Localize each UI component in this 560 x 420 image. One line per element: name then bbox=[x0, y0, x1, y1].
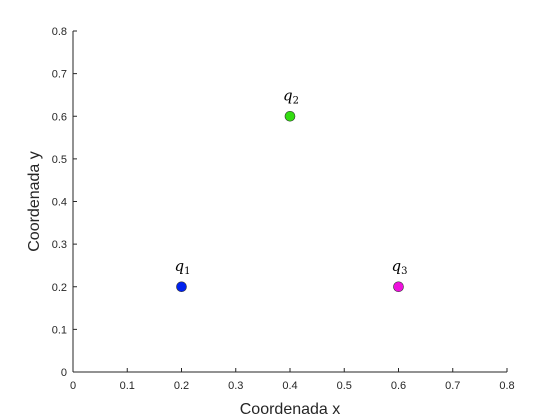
point-q2 bbox=[284, 110, 296, 122]
y-ticks: 0 0.1 0.2 0.3 0.4 0.5 0.6 0.7 0.8 bbox=[52, 26, 77, 379]
point-label-subscript: 3 bbox=[401, 266, 407, 277]
x-ticks: 0 0.1 0.2 0.3 0.4 0.5 0.6 0.7 0.8 bbox=[70, 368, 515, 392]
y-tick-label: 0.7 bbox=[52, 69, 67, 81]
x-axis: 0 0.1 0.2 0.3 0.4 0.5 0.6 0.7 0.8 bbox=[70, 368, 515, 392]
y-tick-label: 0.1 bbox=[52, 324, 67, 336]
x-tick-label: 0.7 bbox=[445, 380, 460, 392]
point-label-subscript: 1 bbox=[184, 266, 190, 277]
y-tick-label: 0.6 bbox=[52, 111, 67, 123]
y-axis: 0 0.1 0.2 0.3 0.4 0.5 0.6 0.7 0.8 bbox=[52, 26, 77, 379]
x-tick-label: 0.1 bbox=[120, 380, 135, 392]
y-tick-label: 0.2 bbox=[52, 282, 67, 294]
x-tick-label: 0.3 bbox=[228, 380, 243, 392]
x-tick-label: 0.6 bbox=[391, 380, 406, 392]
point-label-base: q bbox=[175, 257, 185, 275]
point-label-q3: q3 bbox=[392, 257, 408, 277]
x-tick-label: 0.5 bbox=[337, 380, 352, 392]
x-tick-label: 0 bbox=[70, 380, 76, 392]
point-label-subscript: 2 bbox=[293, 95, 299, 106]
y-tick-label: 0.3 bbox=[52, 239, 67, 251]
x-axis-label: Coordenada x bbox=[240, 401, 341, 418]
x-tick-label: 0.2 bbox=[174, 380, 189, 392]
y-tick-label: 0.4 bbox=[52, 197, 67, 209]
point-label-base: q bbox=[283, 86, 293, 104]
y-tick-label: 0.8 bbox=[52, 26, 67, 38]
y-axis-label: Coordenada y bbox=[26, 151, 43, 252]
x-tick-label: 0.4 bbox=[282, 380, 297, 392]
point-label-q2: q2 bbox=[283, 86, 299, 106]
point-q3 bbox=[393, 281, 404, 293]
point-label-q1: q1 bbox=[175, 257, 191, 277]
point-q1 bbox=[176, 281, 187, 293]
y-tick-label: 0 bbox=[61, 367, 67, 379]
y-tick-label: 0.5 bbox=[52, 154, 67, 166]
x-tick-label: 0.8 bbox=[499, 380, 514, 392]
point-label-base: q bbox=[392, 257, 402, 275]
